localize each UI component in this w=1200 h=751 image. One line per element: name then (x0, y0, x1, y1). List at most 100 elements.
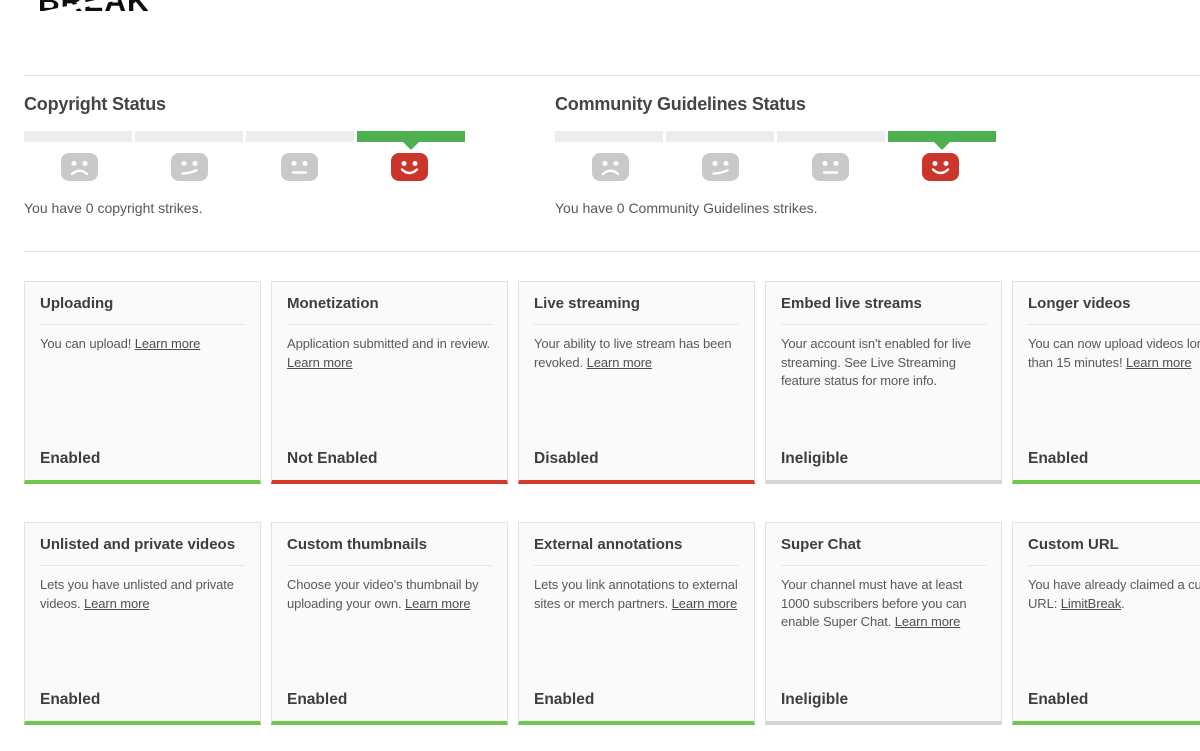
card-title: Super Chat (781, 536, 986, 566)
copyright-status-bar (24, 131, 465, 150)
card-description-text: Application submitted and in review. (287, 336, 491, 351)
learn-more-link[interactable]: Learn more (287, 354, 353, 370)
card-description-text: Lets you link annotations to external si… (534, 577, 738, 611)
card-description-text: Your account isn't enabled for live stre… (781, 336, 972, 388)
section-divider (24, 251, 1200, 252)
status-badge: Ineligible (781, 691, 849, 708)
card-description-text: Your channel must have at least 1000 sub… (781, 577, 967, 629)
card-description: Lets you have unlisted and private video… (40, 576, 245, 613)
community-strikes-text: You have 0 Community Guidelines strikes. (555, 200, 818, 216)
learn-more-link[interactable]: Learn more (1126, 354, 1192, 370)
feature-card-monetization: Monetization Application submitted and i… (271, 281, 508, 484)
card-title: Embed live streams (781, 295, 986, 325)
card-description: You have already claimed a custom URL: L… (1028, 576, 1200, 613)
card-description: Lets you link annotations to external si… (534, 576, 739, 613)
feature-cards-row-2: Unlisted and private videos Lets you hav… (24, 522, 1200, 725)
feature-card-unlisted-private-videos: Unlisted and private videos Lets you hav… (24, 522, 261, 725)
status-badge: Not Enabled (287, 450, 378, 467)
learn-more-link[interactable]: Learn more (894, 614, 961, 629)
status-badge: Enabled (40, 450, 101, 467)
feature-card-live-streaming: Live streaming Your ability to live stre… (518, 281, 755, 484)
status-bar-segment (666, 131, 774, 142)
card-description: Choose your video's thumbnail by uploadi… (287, 576, 492, 613)
card-description-text: You can upload! (40, 336, 135, 351)
face-cell (886, 153, 996, 181)
card-title: Custom URL (1028, 536, 1200, 566)
card-description-text: Your ability to live stream has been rev… (534, 336, 732, 370)
meh-face-icon (701, 153, 739, 181)
status-pointer-icon (934, 142, 950, 150)
learn-more-link[interactable]: Learn more (404, 595, 471, 611)
feature-card-embed-live-streams: Embed live streams Your account isn't en… (765, 281, 1002, 484)
card-description: Your account isn't enabled for live stre… (781, 335, 986, 391)
feature-card-custom-url: Custom URL You have already claimed a cu… (1012, 522, 1200, 725)
status-bar-segment (888, 131, 996, 142)
feature-card-custom-thumbnails: Custom thumbnails Choose your video's th… (271, 522, 508, 725)
status-bar-segment (135, 131, 243, 142)
status-pointer-icon (403, 142, 419, 150)
status-bar-segment (357, 131, 465, 142)
custom-url-link[interactable]: LimitBreak (1060, 595, 1122, 611)
neutral-face-icon (812, 153, 850, 181)
card-description-text: You can now upload videos longer than 15… (1028, 336, 1200, 370)
status-badge: Enabled (40, 691, 101, 708)
copyright-status-section: Copyright Status (24, 92, 465, 216)
copyright-strikes-text: You have 0 copyright strikes. (24, 200, 203, 216)
feature-cards-row-1: Uploading You can upload! Learn more Ena… (24, 281, 1200, 484)
card-title: Custom thumbnails (287, 536, 492, 566)
status-badge: Disabled (534, 450, 599, 467)
status-badge: Enabled (1028, 691, 1089, 708)
card-title: Longer videos (1028, 295, 1200, 325)
card-description-text: Choose your video's thumbnail by uploadi… (287, 577, 479, 611)
card-description: You can upload! Learn more (40, 335, 245, 354)
card-description: Application submitted and in review. Lea… (287, 335, 492, 372)
neutral-face-icon (281, 153, 319, 181)
feature-card-uploading: Uploading You can upload! Learn more Ena… (24, 281, 261, 484)
community-guidelines-status-section: Community Guidelines Status (555, 92, 996, 216)
card-description: Your ability to live stream has been rev… (534, 335, 739, 372)
status-badge: Enabled (1028, 450, 1089, 467)
sad-face-icon (591, 153, 629, 181)
card-description-text: You have already claimed a custom URL: (1028, 577, 1200, 611)
face-cell (555, 153, 665, 181)
copyright-face-row (24, 153, 465, 181)
community-guidelines-title: Community Guidelines Status (555, 94, 806, 114)
card-title: Uploading (40, 295, 245, 325)
community-status-bar (555, 131, 996, 150)
face-cell (355, 153, 465, 181)
feature-card-external-annotations: External annotations Lets you link annot… (518, 522, 755, 725)
happy-face-icon (922, 153, 960, 181)
community-face-row (555, 153, 996, 181)
card-title: Unlisted and private videos (40, 536, 245, 566)
face-cell (245, 153, 355, 181)
card-title: Monetization (287, 295, 492, 325)
status-bar-segment (555, 131, 663, 142)
card-description-text: Lets you have unlisted and private video… (40, 577, 234, 611)
status-badge: Enabled (534, 691, 595, 708)
learn-more-link[interactable]: Learn more (134, 336, 201, 351)
status-bar-segment (24, 131, 132, 142)
face-cell (134, 153, 244, 181)
face-cell (24, 153, 134, 181)
copyright-status-title: Copyright Status (24, 94, 166, 114)
happy-face-icon (391, 153, 429, 181)
card-description: You can now upload videos longer than 15… (1028, 335, 1200, 372)
learn-more-link[interactable]: Learn more (84, 595, 150, 611)
meh-face-icon (170, 153, 208, 181)
face-cell (776, 153, 886, 181)
feature-card-super-chat: Super Chat Your channel must have at lea… (765, 522, 1002, 725)
card-title: External annotations (534, 536, 739, 566)
header-divider (24, 75, 1200, 76)
brand-logo[interactable]: BREAK (38, 0, 150, 18)
card-description-suffix: . (1121, 595, 1125, 611)
status-badge: Ineligible (781, 450, 849, 467)
learn-more-link[interactable]: Learn more (671, 595, 738, 611)
status-badge: Enabled (287, 691, 348, 708)
card-description: Your channel must have at least 1000 sub… (781, 576, 986, 632)
status-bar-segment (777, 131, 885, 142)
feature-card-longer-videos: Longer videos You can now upload videos … (1012, 281, 1200, 484)
card-title: Live streaming (534, 295, 739, 325)
learn-more-link[interactable]: Learn more (586, 354, 653, 370)
face-cell (665, 153, 775, 181)
